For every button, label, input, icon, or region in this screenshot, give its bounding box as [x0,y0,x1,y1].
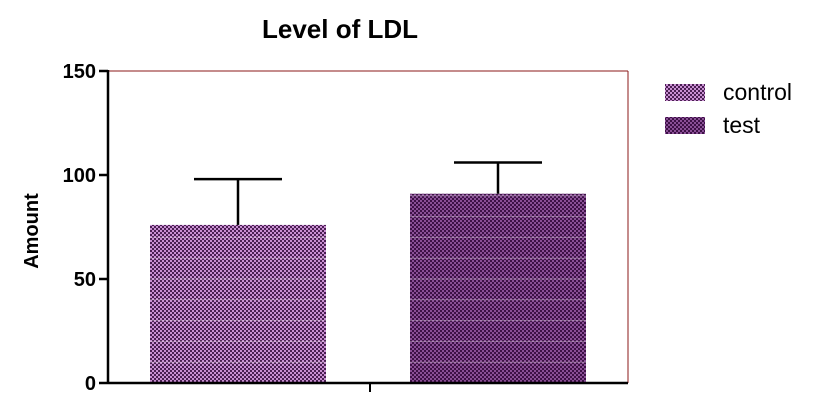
legend-swatch-control [665,84,705,101]
y-axis-label: Amount [21,193,43,269]
chart-title: Level of LDL [262,14,418,44]
legend-swatch-test [665,117,705,134]
y-tick-label: 50 [74,269,96,291]
y-tick-label: 100 [63,165,96,187]
x-axis [108,381,628,392]
plot-frame [108,70,629,383]
legend-label-control: control [723,79,792,105]
bar-test [410,193,586,383]
error-bars [194,161,542,225]
bars [150,193,586,383]
legend-label-test: test [723,112,761,138]
y-tick-label: 150 [63,61,96,83]
bar-control [150,224,326,383]
y-tick-label: 0 [85,373,96,395]
legend: control test [665,79,792,138]
y-axis: 0 50 100 150 [63,61,110,395]
